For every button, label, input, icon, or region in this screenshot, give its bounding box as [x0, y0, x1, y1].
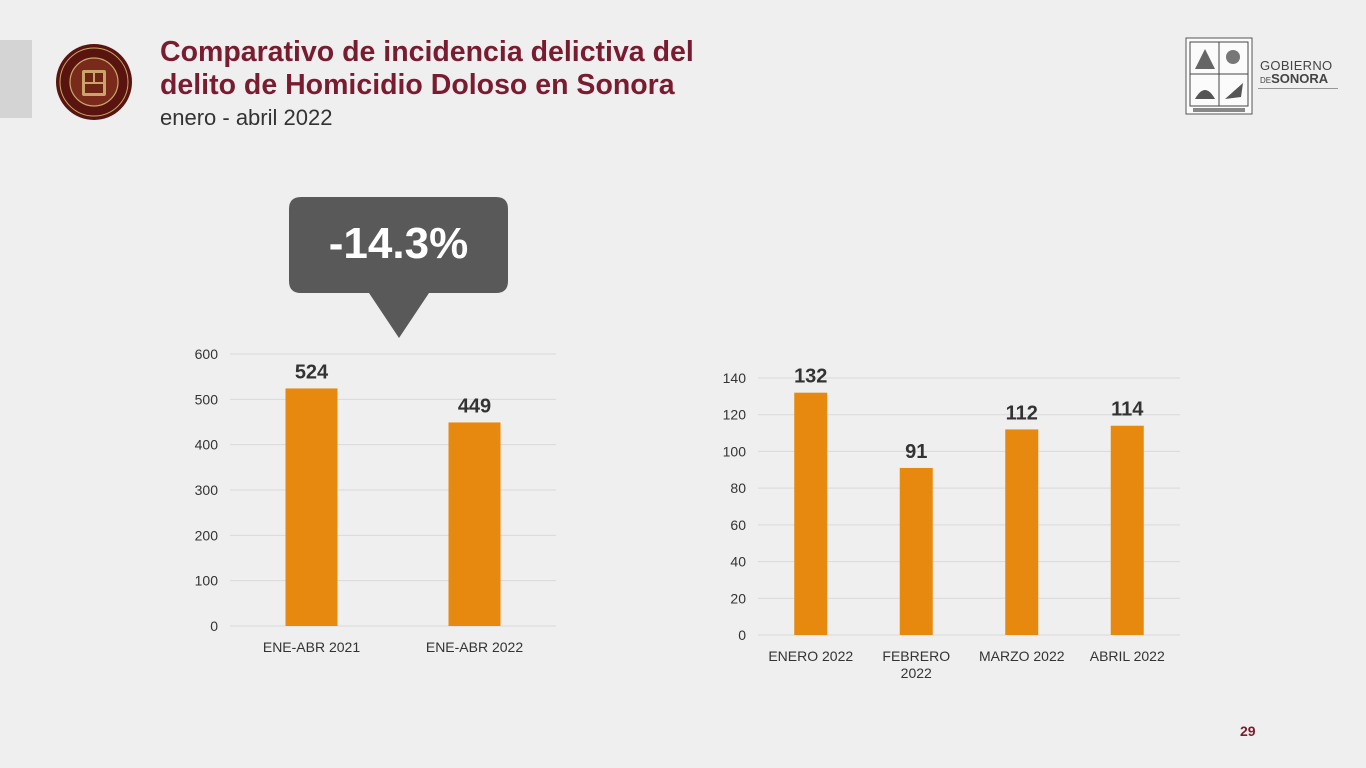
bar: [899, 467, 933, 635]
x-tick-label: ABRIL 2022: [1090, 648, 1165, 664]
data-label: 524: [295, 361, 329, 383]
y-tick-label: 400: [195, 437, 219, 453]
y-tick-label: 200: [195, 527, 219, 543]
fiscalia-seal-logo: [56, 44, 132, 120]
gobierno-sonora-logo: [1185, 37, 1253, 115]
page-title: Comparativo de incidencia delictiva del …: [160, 36, 694, 101]
y-tick-label: 40: [730, 554, 746, 570]
bar: [1110, 425, 1144, 635]
y-tick-label: 80: [730, 480, 746, 496]
x-tick-label: ENE-ABR 2022: [426, 639, 523, 655]
gobierno-label: GOBIERNO: [1260, 58, 1333, 73]
y-tick-label: 300: [195, 482, 219, 498]
data-label: 132: [794, 366, 827, 388]
x-tick-label: MARZO 2022: [979, 648, 1065, 664]
y-tick-label: 500: [195, 391, 219, 407]
percent-change-label: -14.3%: [328, 219, 469, 268]
y-tick-label: 0: [210, 618, 218, 634]
x-tick-label: FEBRERO: [882, 648, 950, 664]
bar: [285, 388, 338, 626]
y-tick-label: 600: [195, 346, 219, 362]
y-tick-label: 120: [723, 407, 747, 423]
change-callout-shape: [289, 197, 508, 338]
data-label: 91: [905, 441, 927, 463]
bar: [794, 392, 828, 635]
page-number: 29: [1240, 723, 1256, 739]
x-tick-label: 2022: [901, 665, 932, 681]
sonora-label: DESONORA: [1260, 71, 1329, 86]
x-tick-label: ENERO 2022: [768, 648, 853, 664]
y-tick-label: 60: [730, 517, 746, 533]
page-subtitle: enero - abril 2022: [160, 105, 333, 130]
monthly-chart: 0 20 40 60 80 100 120 140 132 ENERO 2022 91 FEBRERO…: [723, 366, 1180, 681]
x-tick-label: ENE-ABR 2021: [263, 639, 360, 655]
data-label: 112: [1006, 402, 1038, 424]
data-label: 449: [458, 395, 491, 417]
y-tick-label: 100: [723, 443, 747, 459]
y-tick-label: 100: [195, 573, 219, 589]
y-tick-label: 0: [738, 627, 746, 643]
data-label: 114: [1111, 399, 1144, 421]
gov-divider: [1258, 88, 1338, 89]
y-tick-label: 140: [723, 370, 747, 386]
bar: [448, 422, 501, 626]
bar: [1005, 429, 1039, 635]
side-tab: [0, 40, 32, 118]
y-tick-label: 20: [730, 590, 746, 606]
annual-comparison-chart: 0 100 200 300 400 500 600 524 ENE-ABR 2021 449 ENE…: [195, 346, 556, 655]
